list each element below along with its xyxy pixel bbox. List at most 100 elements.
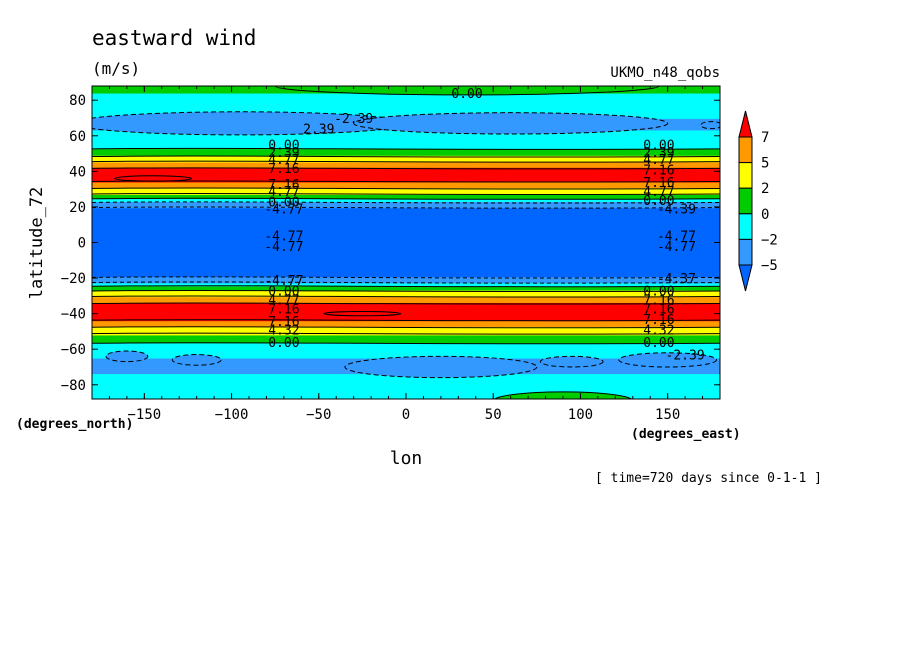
contour-line: [92, 281, 720, 284]
wind-band: [92, 162, 720, 169]
x-units-label: (degrees_east): [631, 427, 741, 442]
contour-label: 7.16: [268, 162, 299, 177]
colorbar: 7 5 2 0 −2 −5: [738, 110, 778, 292]
contour-line: [92, 285, 720, 288]
contour-label: -4.77: [264, 203, 303, 218]
wind-band: [92, 302, 720, 322]
colorbar-segment: [738, 136, 753, 164]
contour-label: 7.16: [643, 313, 674, 328]
x-tick-label: 0: [402, 407, 410, 423]
wind-band: [92, 286, 720, 292]
wind-band: [92, 297, 720, 304]
wind-blob: [493, 391, 633, 399]
wind-blob: [171, 354, 222, 366]
colorbar-tick-label: 7: [761, 130, 769, 146]
y-axis: −80 −60 −40 −20 0 20 40 60 80: [61, 93, 720, 394]
wind-band: [92, 194, 720, 200]
colorbar-segment: [738, 110, 753, 138]
plot-area: [92, 86, 720, 399]
wind-band: [92, 188, 720, 196]
contour-label: 7.16: [643, 176, 674, 191]
wind-band: [92, 290, 720, 298]
contour-label: 4.32: [643, 324, 674, 339]
contour-label: 0.00: [643, 194, 674, 209]
y-axis-label: latitude_72: [27, 187, 47, 300]
colorbar-tick-label: 2: [761, 181, 769, 197]
contour-label: 7.16: [268, 302, 299, 317]
wind-band: [92, 202, 720, 209]
contour-line: [92, 326, 720, 329]
contour-label: -4.39: [657, 203, 696, 218]
wind-blob: [114, 175, 192, 182]
contour-label: -4.77: [264, 274, 303, 289]
contour-label: 4.77: [268, 185, 299, 200]
wind-band: [92, 283, 720, 288]
y-tick-label: −40: [61, 307, 86, 323]
contour-label: 0.00: [268, 139, 299, 154]
contour-line: [92, 180, 720, 183]
contour-line: [92, 289, 720, 293]
contour-label: -4.77: [264, 229, 303, 244]
wind-band: [92, 326, 720, 337]
contour-label: 7.16: [643, 293, 674, 308]
contour-label: 7.16: [268, 178, 299, 193]
x-tick-label: −150: [127, 407, 161, 423]
contour-line: [92, 147, 720, 150]
x-tick-label: 100: [568, 407, 593, 423]
x-tick-label: 50: [485, 407, 502, 423]
colorbar-segment: [738, 162, 753, 189]
y-tick-label: 60: [69, 129, 86, 145]
x-axis-label: lon: [390, 448, 423, 469]
contour-line: [92, 160, 720, 163]
y-tick-label: −60: [61, 342, 86, 358]
contour-label: -4.77: [657, 240, 696, 255]
colorbar-segment: [738, 187, 753, 215]
contour-label: 7.16: [643, 164, 674, 179]
contour-label: -2.39: [666, 349, 705, 364]
contour-line: [92, 276, 720, 279]
colorbar-tick-label: −2: [761, 232, 778, 248]
contour-label: 2.39: [268, 146, 299, 161]
wind-blobs: [92, 86, 720, 399]
contour-line: [92, 302, 720, 305]
contour-label: 7.16: [643, 302, 674, 317]
time-note: [ time=720 days since 0-1-1 ]: [595, 471, 822, 486]
wind-band: [92, 343, 720, 360]
contour-label: 0.00: [643, 285, 674, 300]
wind-band: [92, 335, 720, 345]
contour-label: 4.77: [268, 153, 299, 168]
contour-line: [92, 206, 720, 209]
x-tick-label: 150: [655, 407, 680, 423]
wind-band: [92, 198, 720, 203]
contour-label: 4.77: [643, 185, 674, 200]
contour-label: 4.77: [268, 293, 299, 308]
wind-blob: [105, 350, 149, 363]
y-tick-label: 80: [69, 93, 86, 109]
contour-label: 0.00: [451, 87, 482, 102]
contour-label: 4.77: [643, 153, 674, 168]
contour-label: 0.00: [643, 139, 674, 154]
wind-blob: [344, 355, 538, 379]
contour-label: 2.39: [303, 123, 334, 138]
wind-blob: [700, 121, 720, 130]
wind-blob: [323, 311, 402, 317]
y-tick-label: −80: [61, 378, 86, 394]
wind-blob: [353, 112, 669, 135]
contour-label: 0.00: [268, 285, 299, 300]
contour-label: 2.39: [643, 146, 674, 161]
colorbar-tick-label: 0: [761, 207, 769, 223]
y-tick-label: 0: [78, 236, 86, 252]
contour-label: -4.77: [657, 229, 696, 244]
x-tick-label: −50: [306, 407, 331, 423]
colorbar-tick-label: 5: [761, 156, 769, 172]
wind-band: [92, 321, 720, 328]
colorbar-segment: [738, 213, 753, 240]
wind-band: [92, 155, 720, 164]
units-label: (m/s): [92, 59, 140, 78]
y-tick-label: 40: [69, 164, 86, 180]
contour-label: -4.37: [657, 272, 696, 287]
x-axis: −150 −100 −50 0 50 100 150: [108, 86, 704, 423]
contour-label: 7.16: [268, 315, 299, 330]
contour-line: [92, 155, 720, 158]
